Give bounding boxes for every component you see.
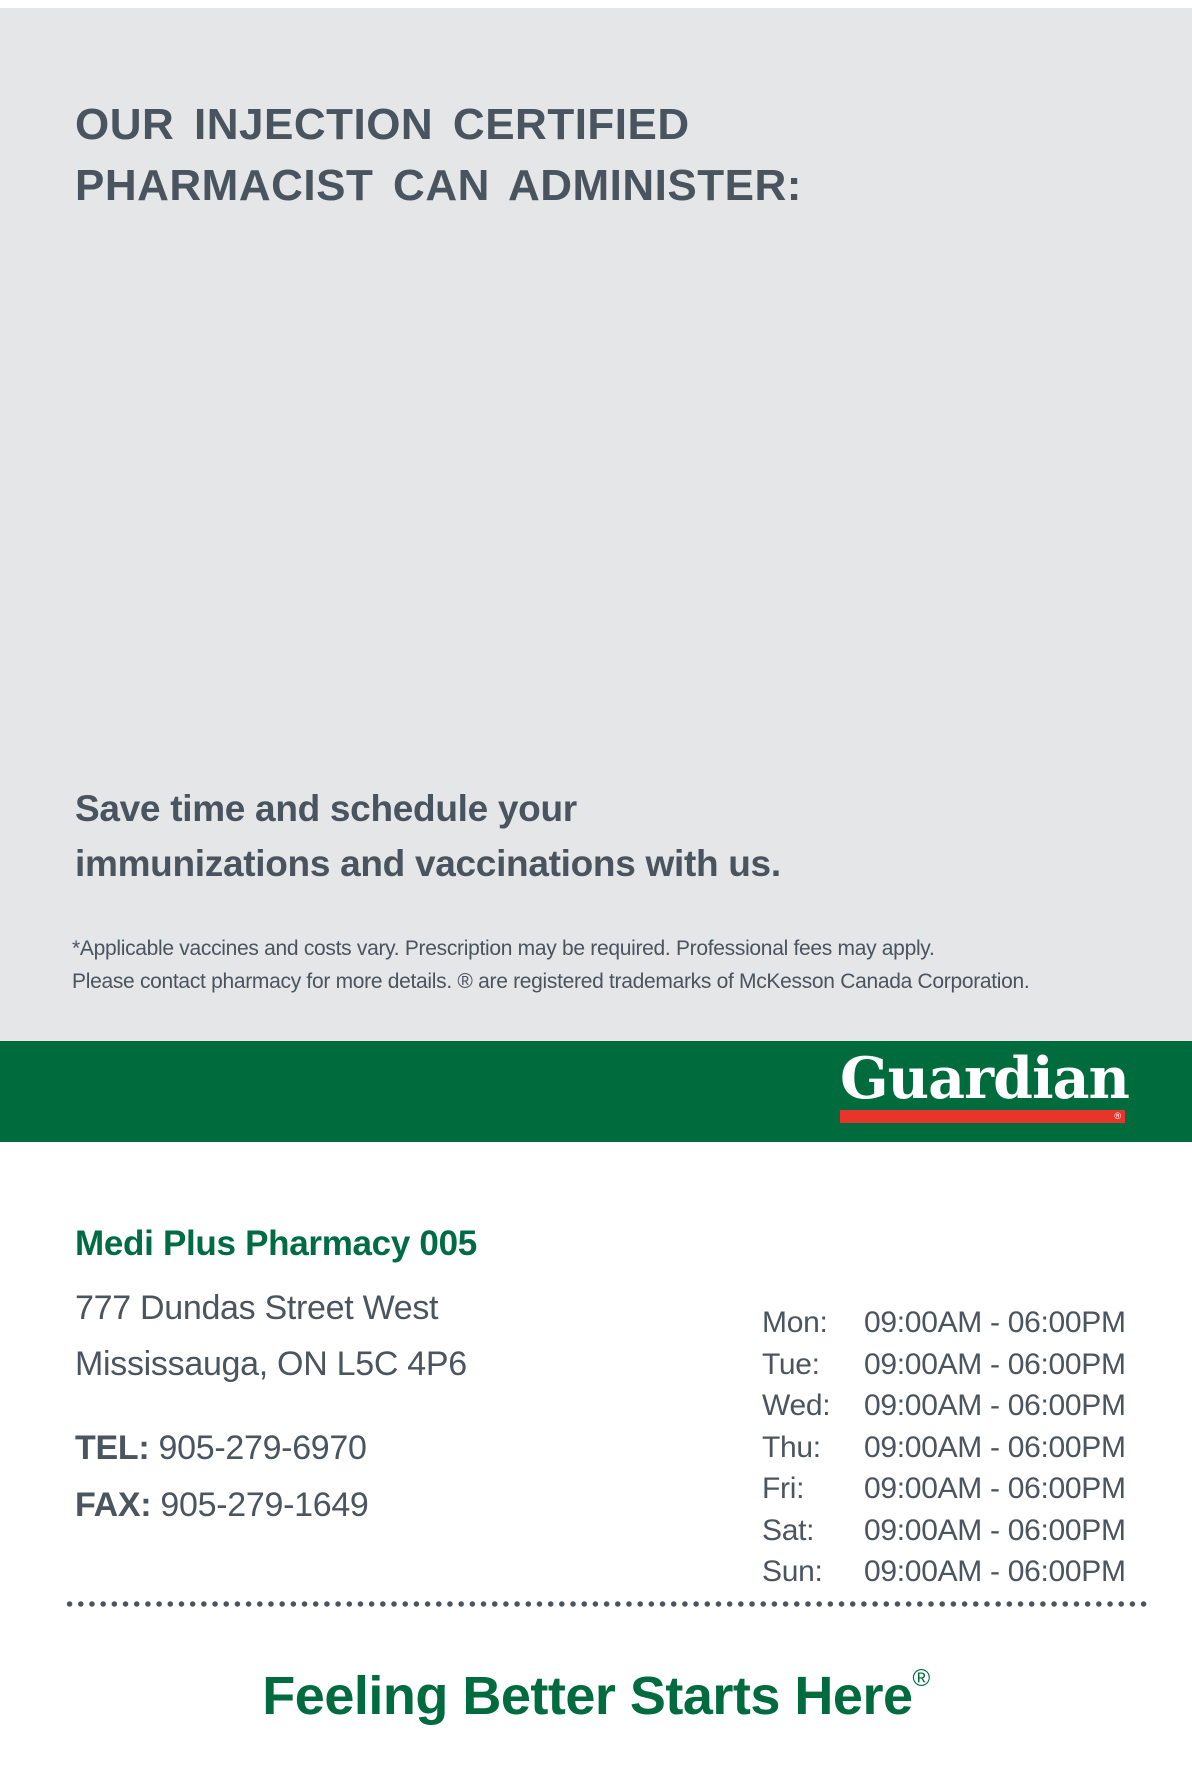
registered-trademark-icon: ®: [1114, 1111, 1121, 1121]
store-address-line2: Mississauga, ON L5C 4P6: [75, 1345, 467, 1383]
hours-day: Tue:: [762, 1347, 820, 1381]
store-address-line1: 777 Dundas Street West: [75, 1289, 439, 1327]
hero-section: OUR INJECTION CERTIFIED PHARMACIST CAN A…: [0, 8, 1192, 1041]
hours-day: Wed:: [762, 1389, 831, 1422]
brand-banner: [0, 1041, 1192, 1142]
hours-day: Sat:: [762, 1513, 815, 1547]
store-address: 777 Dundas Street West Mississauga, ON L…: [75, 1280, 467, 1392]
hours-row-sat: Sat: 09:00AM - 06:00PM: [762, 1510, 1126, 1552]
hours-row-tue: Tue: 09:00AM - 06:00PM: [762, 1344, 1126, 1386]
hours-row-thu: Thu: 09:00AM - 06:00PM: [762, 1427, 1126, 1469]
hours-row-mon: Mon: 09:00AM - 06:00PM: [762, 1302, 1126, 1344]
disclaimer-text: *Applicable vaccines and costs vary. Pre…: [72, 932, 1030, 998]
guardian-logo-red-bar: ®: [840, 1110, 1125, 1123]
fax-number: 905-279-1649: [160, 1486, 369, 1524]
store-tel-row: TEL: 905-279-6970: [75, 1420, 369, 1477]
hours-time: 09:00AM - 06:00PM: [864, 1306, 1126, 1339]
hours-time: 09:00AM - 06:00PM: [864, 1472, 1126, 1505]
dotted-divider: [64, 1601, 1148, 1607]
page-title-line1: OUR INJECTION CERTIFIED: [75, 100, 690, 149]
hero-subheading-line2: immunizations and vaccinations with us.: [75, 843, 781, 884]
hours-row-sun: Sun: 09:00AM - 06:00PM: [762, 1551, 1126, 1593]
store-hours-list: Mon: 09:00AM - 06:00PM Tue: 09:00AM - 06:0…: [762, 1302, 1126, 1593]
hours-time: 09:00AM - 06:00PM: [864, 1430, 1126, 1464]
brand-tagline: Feeling Better Starts Here®: [0, 1648, 1192, 1727]
tel-number: 905-279-6970: [158, 1429, 367, 1467]
brand-tagline-text: Feeling Better Starts Here: [262, 1666, 913, 1726]
hours-time: 09:00AM - 06:00PM: [864, 1555, 1126, 1588]
hours-time: 09:00AM - 06:00PM: [864, 1513, 1126, 1547]
disclaimer-line1: *Applicable vaccines and costs vary. Pre…: [72, 937, 935, 960]
hero-subheading: Save time and schedule your immunization…: [75, 781, 781, 891]
hours-row-fri: Fri: 09:00AM - 06:00PM: [762, 1468, 1126, 1510]
hours-time: 09:00AM - 06:00PM: [864, 1389, 1126, 1422]
hours-day: Sun:: [762, 1555, 823, 1588]
guardian-logo-text: Guardian: [840, 1045, 1130, 1112]
store-phones: TEL: 905-279-6970 FAX: 905-279-1649: [75, 1420, 369, 1534]
hours-day: Mon:: [762, 1306, 828, 1339]
store-fax-row: FAX: 905-279-1649: [75, 1477, 369, 1534]
store-name: Medi Plus Pharmacy 005: [75, 1224, 477, 1263]
fax-label: FAX:: [75, 1486, 152, 1524]
page-title-line2: PHARMACIST CAN ADMINISTER:: [75, 161, 802, 210]
page-title: OUR INJECTION CERTIFIED PHARMACIST CAN A…: [75, 94, 802, 216]
hours-row-wed: Wed: 09:00AM - 06:00PM: [762, 1385, 1126, 1427]
hours-day: Thu:: [762, 1430, 821, 1464]
hours-time: 09:00AM - 06:00PM: [864, 1347, 1126, 1381]
hours-day: Fri:: [762, 1472, 805, 1505]
registered-trademark-icon: ®: [912, 1665, 931, 1692]
guardian-logo: Guardian ®: [840, 1045, 1130, 1123]
tel-label: TEL:: [75, 1429, 150, 1467]
hero-subheading-line1: Save time and schedule your: [75, 788, 577, 829]
disclaimer-line2: Please contact pharmacy for more details…: [72, 970, 1030, 993]
